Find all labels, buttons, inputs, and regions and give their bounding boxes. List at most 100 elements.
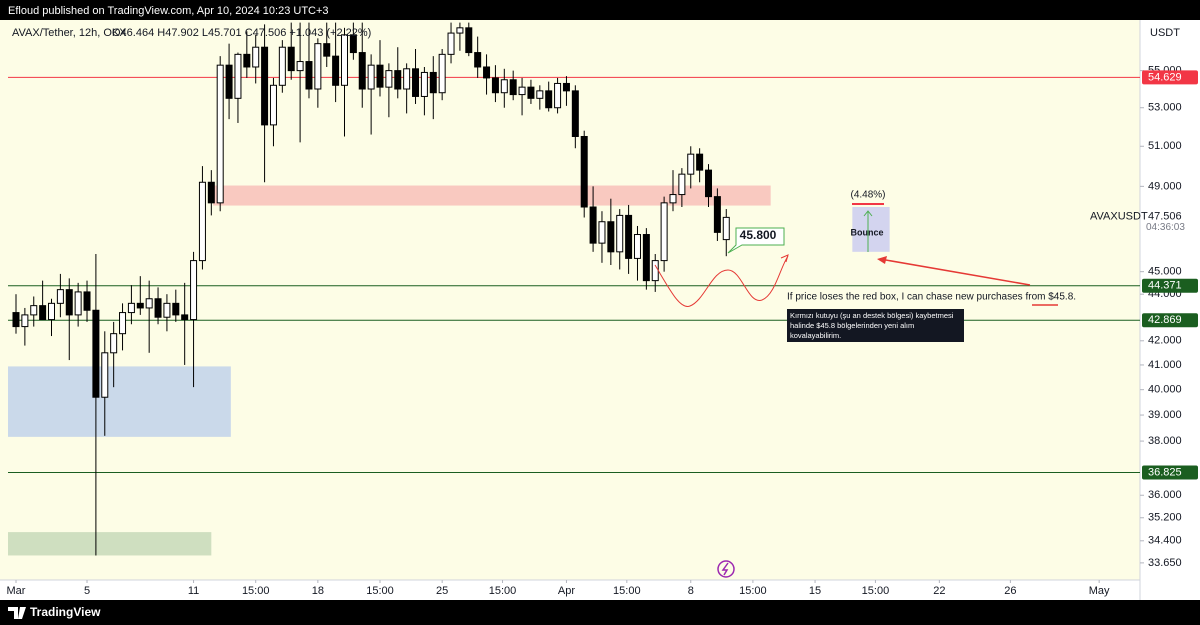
y-tick-label: 39.000 xyxy=(1148,409,1182,421)
candle-body xyxy=(216,64,224,204)
candle-body xyxy=(589,206,597,244)
candle-body xyxy=(527,86,535,99)
target-label: 45.800 xyxy=(740,228,777,242)
candle-body xyxy=(562,82,570,92)
candle-body xyxy=(420,71,428,97)
candle-body xyxy=(447,32,455,55)
candle-body xyxy=(30,305,38,316)
candle-body xyxy=(48,302,56,321)
candle-body xyxy=(181,314,189,321)
event-icon[interactable] xyxy=(717,560,735,578)
candle-body xyxy=(252,46,260,68)
overlay: AVAX/Tether, 12h, OKX O46.464 H47.902 L4… xyxy=(12,27,1180,578)
x-tick-label: 5 xyxy=(84,585,90,597)
last-price: 47.506 xyxy=(1148,210,1182,222)
candle-body xyxy=(545,90,553,109)
candle-body xyxy=(616,214,624,253)
y-tick-label: 45.000 xyxy=(1148,266,1182,278)
candle-body xyxy=(340,34,348,86)
candle-body xyxy=(571,90,579,137)
x-tick-label: 15:00 xyxy=(613,585,641,597)
candle-body xyxy=(12,312,20,328)
currency: USDT xyxy=(1150,27,1180,39)
y-tick-label: 42.000 xyxy=(1148,335,1182,347)
candle-body xyxy=(172,302,180,316)
candle-body xyxy=(127,302,135,314)
candle-body xyxy=(190,260,198,321)
target-callout xyxy=(727,227,785,254)
candle-body xyxy=(234,53,242,99)
x-tick-label: 15:00 xyxy=(242,585,270,597)
candle-body xyxy=(119,312,127,335)
y-tick-label: 51.000 xyxy=(1148,140,1182,152)
x-tick-label: 11 xyxy=(188,585,199,597)
x-tick-label: Apr xyxy=(558,585,575,597)
x-tick-label: 15:00 xyxy=(489,585,517,597)
brand: TradingView xyxy=(30,605,101,619)
level-label: 42.869 xyxy=(1148,314,1182,326)
symbol: AVAX/Tether, 12h, OKX xyxy=(12,27,127,39)
publisher: Efloud published on TradingView.com, Apr… xyxy=(8,5,329,17)
x-tick-label: 15 xyxy=(809,585,821,597)
note-tr-line: Kırmızı kutuyu (şu an destek bölgesi) ka… xyxy=(790,311,954,320)
candle-body xyxy=(21,314,29,328)
event-bolt xyxy=(721,562,729,576)
candle-body xyxy=(598,221,606,244)
candle-body xyxy=(74,291,82,316)
candle-body xyxy=(456,27,464,34)
candle-body xyxy=(92,309,100,398)
candle-body xyxy=(269,84,277,126)
candle-body xyxy=(705,169,713,198)
plot xyxy=(8,22,1140,556)
candle-body xyxy=(518,86,526,96)
candle-body xyxy=(669,194,677,204)
candle-body xyxy=(358,52,366,90)
y-tick-label: 36.000 xyxy=(1148,489,1182,501)
candle-body xyxy=(651,260,659,282)
note-en: If price loses the red box, I can chase … xyxy=(787,292,1076,303)
level-label-bg xyxy=(1142,70,1198,85)
level-label: 44.371 xyxy=(1148,280,1182,292)
zone xyxy=(8,532,212,556)
y-tick-label: 49.000 xyxy=(1148,180,1182,192)
level-label-bg xyxy=(1142,313,1198,328)
candle-body xyxy=(580,135,588,208)
candle-body xyxy=(642,234,650,282)
bottom-bar xyxy=(0,600,1200,625)
candle-body xyxy=(65,289,73,316)
candle-body xyxy=(474,52,482,68)
candle-body xyxy=(554,82,562,109)
candle-body xyxy=(625,214,633,259)
candle-body xyxy=(385,70,393,88)
candle-body xyxy=(394,70,402,90)
candle-body xyxy=(403,68,411,90)
candle-body xyxy=(429,71,437,94)
candle-body xyxy=(323,43,331,57)
candle-body xyxy=(296,61,304,72)
candle-body xyxy=(483,66,491,79)
candle-body xyxy=(56,289,64,304)
candle-body xyxy=(101,352,109,398)
candle-body xyxy=(722,216,730,241)
candle-body xyxy=(687,153,695,175)
candle-body xyxy=(314,43,322,90)
candle-body xyxy=(491,77,499,94)
candle-body xyxy=(198,181,206,262)
candle-body xyxy=(207,181,215,204)
candle-body xyxy=(438,53,446,94)
zone xyxy=(213,185,771,206)
candle-body xyxy=(243,53,251,68)
last-price-symbol: AVAXUSDT xyxy=(1090,210,1148,222)
y-tick-label: 34.400 xyxy=(1148,535,1182,547)
bounce-label: Bounce xyxy=(850,227,883,237)
level-label-bg xyxy=(1142,278,1198,293)
candle-body xyxy=(261,46,269,126)
candle-body xyxy=(412,68,420,97)
candle-body xyxy=(349,34,357,54)
note-tr-box xyxy=(787,309,964,342)
candle-body xyxy=(367,64,375,90)
candle-body xyxy=(696,153,704,171)
candle-body xyxy=(713,196,721,233)
note-tr-line: kovalayabilirim. xyxy=(790,331,841,340)
